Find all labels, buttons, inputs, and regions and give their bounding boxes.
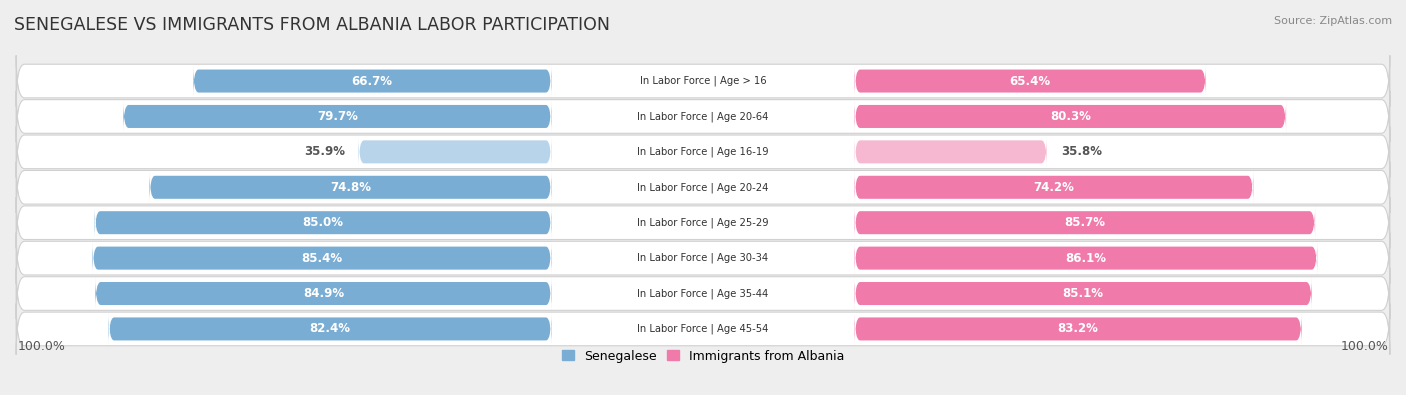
Text: In Labor Force | Age 25-29: In Labor Force | Age 25-29 [637,218,769,228]
FancyBboxPatch shape [855,206,1315,239]
FancyBboxPatch shape [15,232,1391,284]
FancyBboxPatch shape [15,162,1391,213]
FancyBboxPatch shape [149,171,551,204]
FancyBboxPatch shape [855,100,1286,133]
Text: In Labor Force | Age 16-19: In Labor Force | Age 16-19 [637,147,769,157]
FancyBboxPatch shape [96,277,551,310]
FancyBboxPatch shape [15,91,1391,142]
Text: 35.9%: 35.9% [304,145,344,158]
Text: In Labor Force | Age 35-44: In Labor Force | Age 35-44 [637,288,769,299]
Text: 100.0%: 100.0% [1340,340,1389,353]
FancyBboxPatch shape [15,197,1391,248]
Text: In Labor Force | Age 45-54: In Labor Force | Age 45-54 [637,324,769,334]
FancyBboxPatch shape [15,126,1391,177]
FancyBboxPatch shape [551,178,855,197]
FancyBboxPatch shape [855,135,1047,169]
Text: 83.2%: 83.2% [1057,322,1098,335]
Text: In Labor Force | Age > 16: In Labor Force | Age > 16 [640,76,766,86]
FancyBboxPatch shape [855,64,1206,98]
FancyBboxPatch shape [551,107,855,126]
FancyBboxPatch shape [15,268,1391,319]
FancyBboxPatch shape [93,241,551,275]
Text: 74.2%: 74.2% [1033,181,1074,194]
Text: 35.8%: 35.8% [1060,145,1102,158]
Text: 100.0%: 100.0% [17,340,66,353]
Text: Source: ZipAtlas.com: Source: ZipAtlas.com [1274,16,1392,26]
FancyBboxPatch shape [551,143,855,161]
Text: SENEGALESE VS IMMIGRANTS FROM ALBANIA LABOR PARTICIPATION: SENEGALESE VS IMMIGRANTS FROM ALBANIA LA… [14,16,610,34]
FancyBboxPatch shape [94,206,551,239]
Text: 65.4%: 65.4% [1010,75,1050,88]
FancyBboxPatch shape [15,55,1391,107]
Text: 80.3%: 80.3% [1050,110,1091,123]
FancyBboxPatch shape [359,135,551,169]
FancyBboxPatch shape [551,213,855,232]
Text: 82.4%: 82.4% [309,322,350,335]
Text: 84.9%: 84.9% [302,287,344,300]
FancyBboxPatch shape [551,284,855,303]
FancyBboxPatch shape [855,277,1312,310]
Text: In Labor Force | Age 20-64: In Labor Force | Age 20-64 [637,111,769,122]
FancyBboxPatch shape [855,241,1317,275]
Text: In Labor Force | Age 20-24: In Labor Force | Age 20-24 [637,182,769,192]
Text: 74.8%: 74.8% [330,181,371,194]
FancyBboxPatch shape [855,171,1253,204]
FancyBboxPatch shape [855,312,1302,346]
FancyBboxPatch shape [15,303,1391,355]
Text: 85.7%: 85.7% [1064,216,1105,229]
FancyBboxPatch shape [551,320,855,339]
FancyBboxPatch shape [193,64,551,98]
Text: 85.1%: 85.1% [1063,287,1104,300]
FancyBboxPatch shape [551,249,855,267]
Text: 79.7%: 79.7% [316,110,357,123]
Legend: Senegalese, Immigrants from Albania: Senegalese, Immigrants from Albania [557,345,849,368]
Text: 86.1%: 86.1% [1066,252,1107,265]
Text: 85.4%: 85.4% [301,252,343,265]
Text: 66.7%: 66.7% [352,75,392,88]
FancyBboxPatch shape [551,71,855,90]
FancyBboxPatch shape [124,100,551,133]
Text: In Labor Force | Age 30-34: In Labor Force | Age 30-34 [637,253,769,263]
Text: 85.0%: 85.0% [302,216,343,229]
FancyBboxPatch shape [108,312,551,346]
